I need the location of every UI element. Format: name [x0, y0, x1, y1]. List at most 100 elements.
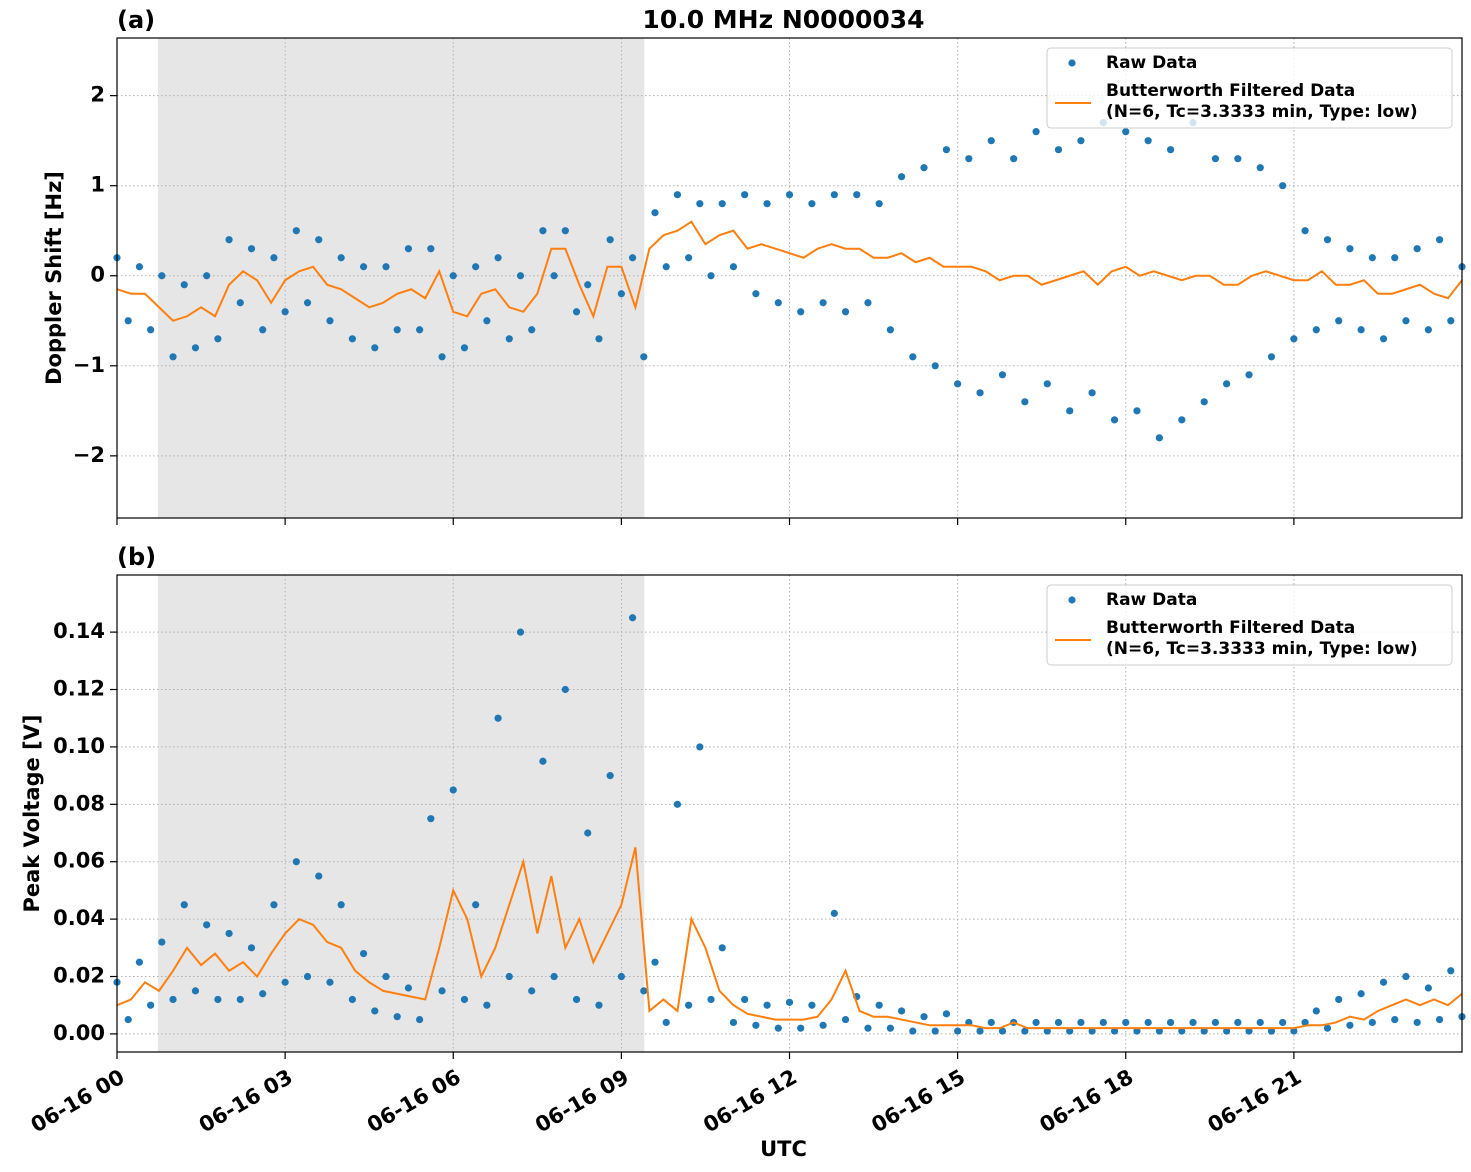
raw-point: [1323, 1024, 1332, 1032]
raw-point: [886, 326, 894, 334]
x-axis-label: UTC: [760, 1137, 807, 1161]
raw-point: [1234, 155, 1242, 163]
raw-point: [763, 1001, 771, 1009]
raw-point: [628, 254, 637, 262]
raw-point: [404, 245, 413, 253]
raw-point: [1122, 128, 1130, 136]
raw-point: [1066, 407, 1074, 415]
raw-point: [696, 200, 704, 208]
raw-point: [1368, 1018, 1376, 1027]
x-tick-label: 06-16 09: [531, 1065, 633, 1138]
raw-point: [483, 317, 491, 325]
raw-point: [505, 335, 513, 343]
y-tick-label: 0.10: [53, 734, 105, 758]
raw-point: [1357, 326, 1365, 334]
raw-point: [1088, 389, 1096, 397]
raw-point: [348, 335, 356, 343]
raw-point: [494, 254, 502, 262]
raw-point: [438, 987, 446, 995]
raw-point: [1099, 1018, 1107, 1027]
raw-point: [1312, 1007, 1320, 1015]
raw-point: [886, 1024, 894, 1032]
raw-point: [371, 344, 379, 352]
raw-point: [785, 191, 794, 199]
raw-point: [1279, 182, 1287, 190]
raw-point: [584, 829, 592, 837]
raw-point: [797, 1024, 805, 1032]
raw-point: [718, 944, 726, 952]
raw-point: [897, 1007, 906, 1015]
raw-point: [707, 272, 715, 280]
raw-point: [1435, 236, 1444, 244]
legend-marker: [1068, 596, 1076, 604]
raw-point: [1379, 978, 1388, 986]
raw-point: [1166, 146, 1175, 154]
raw-point: [1155, 434, 1163, 442]
raw-point: [1200, 398, 1208, 406]
raw-point: [147, 1001, 155, 1009]
y-tick-label: 0.12: [53, 677, 105, 701]
raw-point: [539, 757, 547, 765]
y-tick-label: 0.14: [53, 619, 105, 643]
y-tick-label: 0.02: [53, 964, 105, 988]
raw-point: [169, 353, 177, 361]
x-tick-label: 06-16 12: [699, 1065, 801, 1138]
raw-point: [124, 1015, 132, 1024]
raw-point: [1211, 1018, 1220, 1027]
legend-label: Butterworth Filtered Data: [1106, 618, 1355, 638]
raw-point: [1189, 1018, 1197, 1027]
y-tick-label: 0: [90, 263, 105, 287]
raw-point: [1323, 236, 1332, 244]
raw-point: [359, 263, 368, 271]
raw-point: [1054, 146, 1063, 154]
raw-point: [875, 200, 883, 208]
raw-point: [326, 317, 334, 325]
raw-point: [1223, 1027, 1231, 1035]
raw-point: [617, 290, 625, 298]
raw-point: [987, 137, 995, 145]
raw-point: [841, 308, 850, 316]
raw-point: [1133, 407, 1141, 415]
raw-point: [124, 317, 132, 325]
raw-point: [651, 209, 659, 217]
raw-point: [942, 1010, 951, 1018]
raw-point: [741, 995, 749, 1004]
raw-point: [135, 263, 144, 271]
raw-point: [1211, 155, 1220, 163]
raw-point: [393, 1013, 401, 1021]
y-axis-label: Peak Voltage [V]: [20, 714, 44, 912]
raw-point: [572, 995, 581, 1004]
raw-point: [1413, 245, 1421, 253]
raw-point: [214, 995, 222, 1004]
raw-point: [438, 353, 446, 361]
raw-point: [830, 191, 838, 199]
raw-point: [1021, 1027, 1029, 1035]
raw-point: [561, 227, 569, 235]
legend-label-detail: (N=6, Tc=3.3333 min, Type: low): [1106, 102, 1418, 122]
raw-point: [191, 344, 200, 352]
raw-point: [685, 1001, 693, 1009]
raw-point: [1256, 164, 1264, 172]
raw-point: [191, 987, 200, 995]
raw-point: [169, 995, 177, 1004]
raw-point: [931, 362, 939, 370]
raw-point: [1435, 1015, 1444, 1024]
raw-point: [864, 1024, 872, 1032]
x-tick-label: 06-16 06: [363, 1065, 465, 1138]
raw-point: [998, 371, 1007, 379]
raw-point: [729, 263, 738, 271]
raw-point: [1110, 416, 1119, 424]
raw-point: [203, 272, 211, 280]
raw-point: [1155, 1027, 1163, 1035]
raw-point: [1077, 1018, 1085, 1027]
raw-point: [382, 263, 390, 271]
raw-point: [954, 380, 962, 388]
raw-point: [640, 987, 648, 995]
raw-point: [662, 1018, 670, 1027]
raw-point: [1021, 398, 1029, 406]
raw-point: [572, 308, 581, 316]
raw-point: [371, 1007, 379, 1015]
raw-point: [281, 978, 289, 986]
